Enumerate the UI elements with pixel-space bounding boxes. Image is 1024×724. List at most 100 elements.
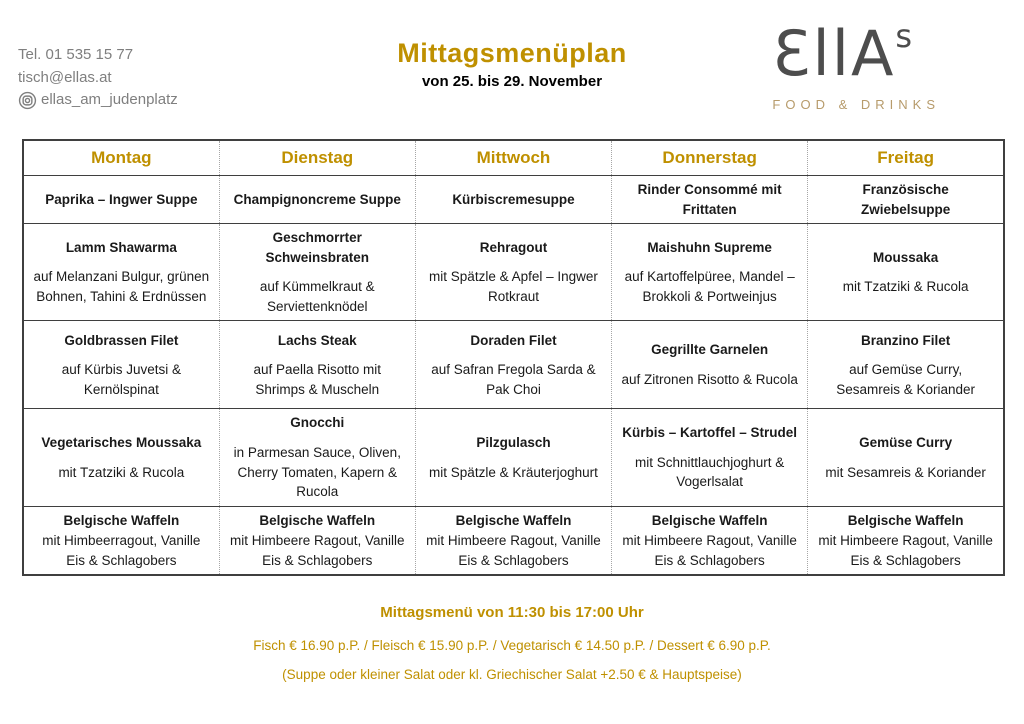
menu-row-desserts: Belgische Waffeln mit Himbeerragout, Van… xyxy=(23,506,1004,576)
dish-title: Kürbis – Kartoffel – Strudel xyxy=(622,425,798,441)
logo-tagline: FOOD & DRINKS xyxy=(772,96,940,112)
dish-description: mit Himbeere Ragout, Vanille Eis & Schla… xyxy=(229,533,405,568)
dish-title: Belgische Waffeln xyxy=(259,512,376,528)
menu-row-soups: Paprika – Ingwer Suppe Champignoncreme S… xyxy=(23,175,1004,224)
menu-cell: Belgische Waffeln mit Himbeere Ragout, V… xyxy=(218,506,416,576)
dish-description: in Parmesan Sauce, Oliven, Cherry Tomate… xyxy=(233,444,401,500)
instagram-row: ellas_am_judenplatz xyxy=(18,89,178,112)
dish-title: Moussaka xyxy=(872,249,939,265)
dish-title: Geschmorrter Schweinsbraten xyxy=(265,230,370,265)
menu-cell: Champignoncreme Suppe xyxy=(218,175,416,224)
day-header-dienstag: Dienstag xyxy=(218,140,416,176)
dish-title: Rinder Consommé mit Frittaten xyxy=(637,182,782,217)
menu-cell: Französische Zwiebelsuppe xyxy=(807,175,1004,224)
logo-wordmark-main: ƐllA xyxy=(772,17,896,90)
dish-title: Gemüse Curry xyxy=(859,434,953,450)
menu-cell: Goldbrassen Filet auf Kürbis Juvetsi & K… xyxy=(23,321,219,409)
dish-description: mit Sesamreis & Koriander xyxy=(825,464,986,480)
dish-title: Französische Zwiebelsuppe xyxy=(860,182,951,217)
page-title: Mittagsmenüplan xyxy=(397,38,627,68)
instagram-icon xyxy=(18,91,37,109)
dish-description: mit Tzatziki & Rucola xyxy=(842,279,969,295)
dish-title: Belgische Waffeln xyxy=(651,512,768,528)
menu-note: (Suppe oder kleiner Salat oder kl. Griec… xyxy=(282,667,742,683)
menu-cell: Pilzgulasch mit Spätzle & Kräuterjoghurt xyxy=(414,408,612,507)
title-block: Mittagsmenüplan von 25. bis 29. November xyxy=(0,38,1024,90)
dish-title: Goldbrassen Filet xyxy=(64,332,179,348)
dish-title: Champignoncreme Suppe xyxy=(233,191,401,207)
dish-title: Maishuhn Supreme xyxy=(647,239,772,255)
page-subtitle: von 25. bis 29. November xyxy=(421,73,603,90)
day-header-mittwoch: Mittwoch xyxy=(414,140,612,176)
menu-cell: Belgische Waffeln mit Himbeerragout, Van… xyxy=(23,506,219,575)
email-address: tisch@ellas.at xyxy=(18,68,112,86)
dish-description: auf Safran Fregola Sarda & Pak Choi xyxy=(431,362,596,397)
menu-cell: Belgische Waffeln mit Himbeere Ragout, V… xyxy=(611,506,808,576)
menu-cell: Rinder Consommé mit Frittaten xyxy=(611,175,808,224)
menu-cell: Maishuhn Supreme auf Kartoffelpüree, Man… xyxy=(611,223,808,321)
dish-title: Belgische Waffeln xyxy=(63,512,180,528)
opening-hours: Mittagsmenü von 11:30 bis 17:00 Uhr xyxy=(380,604,644,622)
menu-cell: Geschmorrter Schweinsbraten auf Kümmelkr… xyxy=(218,223,416,321)
dish-title: Lachs Steak xyxy=(277,332,357,348)
dish-description: auf Melanzani Bulgur, grünen Bohnen, Tah… xyxy=(33,269,210,305)
dish-description: mit Himbeere Ragout, Vanille Eis & Schla… xyxy=(622,533,797,568)
menu-row-meat-mains: Lamm Shawarma auf Melanzani Bulgur, grün… xyxy=(23,223,1004,321)
dish-title: Kürbiscremesuppe xyxy=(452,191,575,207)
day-header-montag: Montag xyxy=(91,148,152,167)
day-header-row: Montag Dienstag Mittwoch Donnerstag Frei… xyxy=(23,140,1004,176)
restaurant-logo: ƐllAs FOOD & DRINKS xyxy=(772,14,940,112)
menu-cell: Gemüse Curry mit Sesamreis & Koriander xyxy=(807,408,1004,507)
menu-cell: Lamm Shawarma auf Melanzani Bulgur, grün… xyxy=(23,224,219,321)
menu-cell: Doraden Filet auf Safran Fregola Sarda &… xyxy=(414,320,612,409)
menu-cell: Rehragout mit Spätzle & Apfel – Ingwer R… xyxy=(414,223,612,321)
dish-description: mit Tzatziki & Rucola xyxy=(58,464,185,480)
dish-title: Branzino Filet xyxy=(860,332,951,348)
menu-cell: Kürbis – Kartoffel – Strudel mit Schnitt… xyxy=(611,408,808,507)
page-header: Tel. 01 535 15 77 tisch@ellas.at ellas_a… xyxy=(0,0,1024,139)
dish-title: Gegrillte Garnelen xyxy=(651,342,769,358)
dish-title: Vegetarisches Moussaka xyxy=(41,434,202,450)
dish-description: mit Himbeere Ragout, Vanille Eis & Schla… xyxy=(426,533,601,568)
menu-cell: Paprika – Ingwer Suppe xyxy=(23,176,219,224)
menu-cell: Belgische Waffeln mit Himbeere Ragout, V… xyxy=(807,506,1004,576)
logo-wordmark-sup: s xyxy=(895,17,913,55)
contact-block: Tel. 01 535 15 77 tisch@ellas.at ellas_a… xyxy=(18,44,178,112)
dish-description: auf Kürbis Juvetsi & Kernölspinat xyxy=(61,362,181,397)
menu-cell: Gnocchi in Parmesan Sauce, Oliven, Cherr… xyxy=(218,408,416,507)
logo-wordmark: ƐllAs xyxy=(772,14,940,95)
price-list: Fisch € 16.90 p.P. / Fleisch € 15.90 p.P… xyxy=(253,638,771,654)
day-header-donnerstag: Donnerstag xyxy=(611,140,808,176)
dish-description: mit Himbeere Ragout, Vanille Eis & Schla… xyxy=(818,533,993,568)
dish-title: Pilzgulasch xyxy=(476,434,551,450)
dish-description: mit Spätzle & Kräuterjoghurt xyxy=(429,464,598,480)
menu-cell: Vegetarisches Moussaka mit Tzatziki & Ru… xyxy=(23,409,219,506)
dish-description: auf Kümmelkraut & Serviettenknödel xyxy=(259,279,375,314)
menu-row-vegetarian-mains: Vegetarisches Moussaka mit Tzatziki & Ru… xyxy=(23,408,1004,507)
dish-title: Rehragout xyxy=(479,239,548,255)
dish-title: Belgische Waffeln xyxy=(847,512,964,528)
dish-title: Doraden Filet xyxy=(470,332,557,348)
dish-title: Belgische Waffeln xyxy=(455,512,572,528)
dish-description: auf Zitronen Risotto & Rucola xyxy=(621,371,798,387)
menu-row-fish-mains: Goldbrassen Filet auf Kürbis Juvetsi & K… xyxy=(23,320,1004,409)
dish-title: Gnocchi xyxy=(290,415,345,431)
dish-description: mit Spätzle & Apfel – Ingwer Rotkraut xyxy=(429,269,598,305)
dish-description: mit Himbeerragout, Vanille Eis & Schlago… xyxy=(42,533,201,568)
dish-description: mit Schnittlauchjoghurt & Vogerlsalat xyxy=(634,454,785,490)
menu-cell: Branzino Filet auf Gemüse Curry, Sesamre… xyxy=(807,320,1004,409)
dish-description: auf Kartoffelpüree, Mandel – Brokkoli & … xyxy=(624,269,795,305)
menu-cell: Lachs Steak auf Paella Risotto mit Shrim… xyxy=(218,320,416,409)
instagram-handle: ellas_am_judenplatz xyxy=(41,91,178,108)
menu-cell: Gegrillte Garnelen auf Zitronen Risotto … xyxy=(611,320,808,409)
day-header-freitag: Freitag xyxy=(807,140,1004,176)
dish-title: Paprika – Ingwer Suppe xyxy=(45,191,198,207)
phone-number: Tel. 01 535 15 77 xyxy=(18,46,134,63)
footer-block: Mittagsmenü von 11:30 bis 17:00 Uhr Fisc… xyxy=(0,604,1024,682)
dish-title: Lamm Shawarma xyxy=(65,239,177,255)
menu-cell: Kürbiscremesuppe xyxy=(414,175,612,224)
menu-cell: Belgische Waffeln mit Himbeere Ragout, V… xyxy=(414,506,612,576)
dish-description: auf Paella Risotto mit Shrimps & Muschel… xyxy=(253,362,382,397)
menu-cell: Moussaka mit Tzatziki & Rucola xyxy=(807,223,1004,321)
dish-description: auf Gemüse Curry, Sesamreis & Koriander xyxy=(836,362,976,397)
